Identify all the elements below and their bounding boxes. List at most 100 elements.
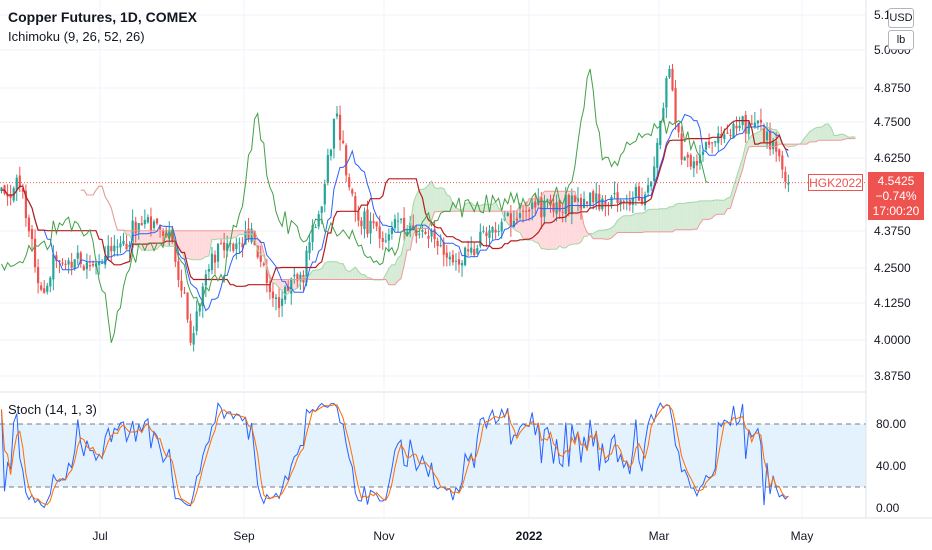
candle-body (351, 189, 354, 194)
candle-body (143, 219, 146, 225)
candle-body (762, 125, 766, 143)
candle-body (610, 197, 613, 206)
cloud-segment (361, 274, 365, 280)
candle (207, 264, 210, 281)
candle-body (470, 247, 473, 253)
cloud-segment (227, 230, 231, 239)
currency-button[interactable]: USD (888, 8, 914, 28)
candle (76, 245, 79, 265)
candle (399, 217, 403, 224)
candle-body (52, 254, 55, 280)
cloud-segment (193, 230, 197, 260)
candle-body (369, 220, 372, 234)
candle (345, 143, 348, 182)
candle-body (424, 231, 427, 234)
candle-body (582, 198, 586, 209)
candle (427, 229, 430, 249)
candle (314, 224, 317, 229)
cloud-segment (333, 261, 337, 280)
candle-body (210, 253, 214, 271)
cloud-segment (221, 230, 225, 239)
candle-body (540, 197, 543, 218)
candle-body (433, 229, 436, 240)
candle-body (67, 260, 70, 265)
stoch-legend[interactable]: Stoch (14, 1, 3) (8, 402, 97, 417)
candle-body (567, 194, 570, 213)
cloud-segment (190, 230, 194, 260)
cloud-segment (623, 215, 627, 233)
leading-span-a-line (80, 123, 856, 296)
candle (521, 205, 525, 223)
cloud-segment (645, 209, 649, 232)
candle (256, 245, 259, 259)
cloud-segment (577, 203, 581, 245)
candle (287, 280, 290, 292)
candle-body (473, 248, 476, 256)
candle-body (467, 249, 470, 252)
cloud-segment (599, 230, 603, 239)
candle-body (165, 233, 168, 235)
stoch-tick-label: 0.00 (876, 501, 900, 515)
cloud-segment (803, 135, 807, 145)
cloud-segment (715, 200, 719, 215)
cloud-segment (126, 230, 130, 236)
candle-body (637, 186, 641, 201)
candle (277, 287, 281, 318)
candle (189, 313, 192, 346)
candle-body (662, 107, 665, 119)
candle-body (521, 210, 525, 212)
cloud-segment (693, 202, 697, 230)
candle (680, 126, 683, 165)
candle-body (717, 133, 720, 144)
candle (482, 225, 485, 234)
candle-body (732, 123, 735, 139)
candle (134, 216, 137, 243)
candle-body (375, 221, 378, 227)
candle (409, 215, 412, 238)
cloud-segment (648, 209, 652, 232)
candle-body (15, 177, 18, 191)
cloud-segment (681, 203, 685, 230)
candle-body (302, 274, 305, 283)
candle-body (192, 333, 195, 345)
candle (357, 205, 360, 227)
candle (421, 224, 424, 238)
candle (216, 243, 220, 269)
candle-body (162, 230, 165, 237)
candle (692, 156, 695, 178)
candle-body (558, 199, 561, 212)
last-price-value: 4.5425 (877, 174, 915, 188)
candle (113, 234, 116, 257)
candle-body (576, 198, 580, 203)
cloud-segment (736, 167, 740, 189)
candle-body (704, 142, 708, 150)
candle-body (256, 245, 259, 258)
candle-body (238, 242, 241, 244)
candle-body (155, 218, 159, 224)
cloud-segment (660, 208, 664, 232)
cloud-segment (724, 198, 728, 215)
candle-body (399, 218, 403, 220)
bar-countdown: 17:00:20 (872, 204, 920, 218)
candle (567, 193, 570, 217)
candle (195, 300, 198, 336)
candle-body (726, 132, 729, 134)
cloud-segment (224, 230, 228, 239)
candle-body (482, 230, 485, 232)
candle (622, 199, 625, 210)
candle-body (769, 130, 772, 150)
ichimoku-legend[interactable]: Ichimoku (9, 26, 52, 26) (8, 29, 145, 44)
last-price-tag: 4.5425 −0.74% 17:00:20 (868, 172, 924, 220)
cloud-segment (696, 200, 700, 230)
candle-body (759, 119, 763, 123)
unit-button[interactable]: lb (888, 30, 914, 50)
cloud-segment (532, 198, 536, 243)
candle-body (534, 201, 537, 208)
candle (238, 237, 241, 254)
candle-body (128, 244, 131, 248)
candle-body (436, 240, 439, 247)
candle-body (262, 263, 265, 266)
candle-body (665, 78, 668, 108)
